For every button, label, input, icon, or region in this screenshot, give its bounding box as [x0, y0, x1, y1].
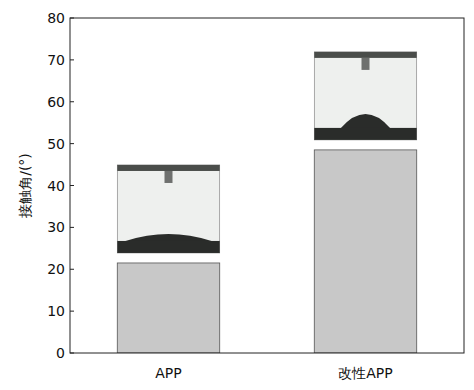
- droplet: [341, 114, 390, 128]
- x-tick-label: APP: [155, 365, 181, 381]
- y-tick-label: 50: [47, 136, 65, 152]
- inset-top: [314, 52, 416, 58]
- y-tick: [70, 353, 74, 354]
- y-tick: [70, 311, 74, 312]
- y-tick-label: 60: [47, 94, 65, 110]
- bar: [117, 263, 219, 353]
- x-tick-label: 改性APP: [338, 365, 392, 381]
- bars: [117, 150, 416, 353]
- y-tick: [70, 101, 74, 102]
- y-tick-label: 0: [56, 345, 65, 361]
- y-tick: [70, 269, 74, 270]
- substrate: [117, 241, 219, 253]
- inset-top: [117, 165, 219, 171]
- bar: [314, 150, 416, 353]
- y-tick-label: 80: [47, 10, 65, 26]
- y-tick-label: 20: [47, 261, 65, 277]
- insets: [117, 52, 416, 253]
- inset-frame: [314, 52, 416, 140]
- y-tick: [70, 185, 74, 186]
- y-tick: [70, 59, 74, 60]
- y-tick-label: 70: [47, 52, 65, 68]
- substrate: [314, 128, 416, 140]
- y-tick: [70, 227, 74, 228]
- plot-frame: [70, 18, 464, 353]
- y-axis-title: 接触角/(°): [17, 153, 33, 218]
- chart-svg: APP 改性APP 0 10 20 30 40 50 60 70 80 接触角/(°): [0, 0, 474, 390]
- droplet-inset: [117, 165, 219, 253]
- y-tick-label: 40: [47, 178, 65, 194]
- y-tick-label: 10: [47, 303, 65, 319]
- needle: [165, 171, 173, 183]
- y-tick-label: 30: [47, 219, 65, 235]
- y-tick: [70, 18, 74, 19]
- droplet-inset: [314, 52, 416, 140]
- inset-frame: [117, 165, 219, 253]
- needle: [362, 58, 370, 70]
- y-tick: [70, 143, 74, 144]
- droplet: [125, 234, 211, 241]
- chart-container: APP 改性APP 0 10 20 30 40 50 60 70 80 接触角/(°): [0, 0, 474, 390]
